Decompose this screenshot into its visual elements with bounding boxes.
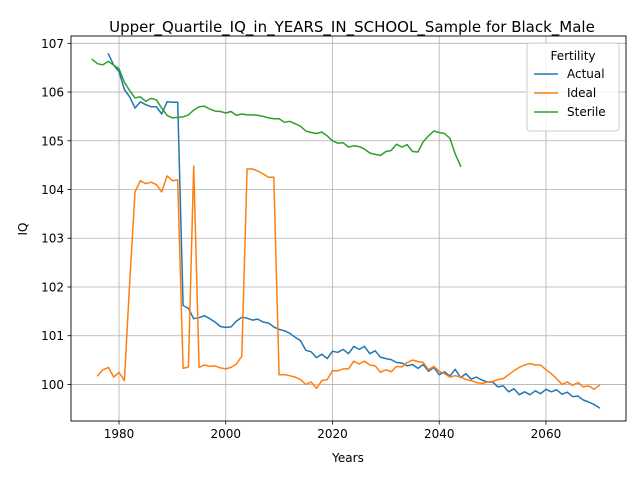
- y-tick-label: 100: [41, 378, 64, 392]
- legend-label-actual: Actual: [567, 67, 605, 81]
- x-tick-label: 2060: [531, 427, 562, 441]
- x-tick-label: 2020: [317, 427, 348, 441]
- legend-label-sterile: Sterile: [567, 105, 606, 119]
- y-tick-label: 101: [41, 329, 64, 343]
- x-tick-label: 2040: [424, 427, 455, 441]
- legend-label-ideal: Ideal: [567, 86, 596, 100]
- x-tick-label: 1980: [104, 427, 135, 441]
- x-axis-label: Years: [331, 451, 364, 465]
- legend: Fertility Actual Ideal Sterile: [527, 43, 619, 131]
- y-axis-label: IQ: [16, 223, 30, 236]
- y-tick-label: 105: [41, 134, 64, 148]
- x-tick-label: 2000: [210, 427, 241, 441]
- legend-title: Fertility: [550, 49, 595, 63]
- y-tick-label: 106: [41, 86, 64, 100]
- y-tick-label: 107: [41, 37, 64, 51]
- y-tick-label: 104: [41, 183, 64, 197]
- chart-title: Upper_Quartile_IQ_in_YEARS_IN_SCHOOL_Sam…: [109, 18, 595, 37]
- y-tick-label: 102: [41, 280, 64, 294]
- y-tick-label: 103: [41, 232, 64, 246]
